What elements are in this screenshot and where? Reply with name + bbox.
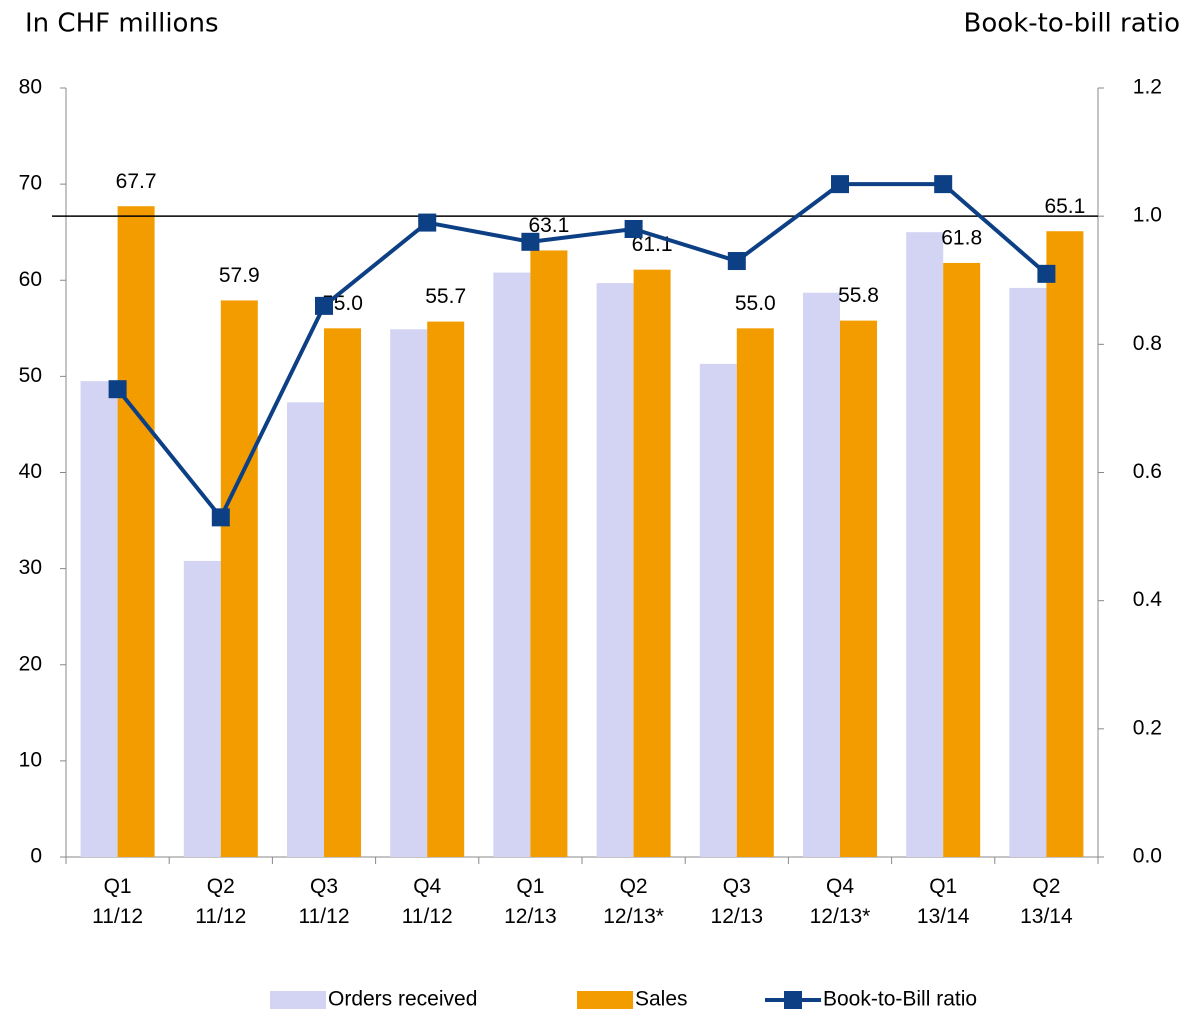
y2-tick-label: 0.0 bbox=[1133, 845, 1162, 868]
x-tick-label: Q1 12/13 bbox=[504, 875, 557, 928]
x-tick-label-line: 13/14 bbox=[917, 905, 970, 928]
x-tick-label: Q2 12/13* bbox=[603, 875, 664, 928]
x-tick-label: Q3 12/13 bbox=[711, 875, 764, 928]
legend-swatch bbox=[577, 991, 633, 1009]
y-tick-label: 20 bbox=[19, 652, 42, 675]
line bbox=[116, 182, 1048, 522]
x-tick-label: Q2 13/14 bbox=[1020, 875, 1073, 928]
bar bbox=[287, 402, 324, 857]
legend-swatch bbox=[270, 991, 326, 1009]
legend-label: Orders received bbox=[328, 988, 477, 1011]
data-label: 55.8 bbox=[838, 284, 879, 307]
line-marker bbox=[108, 380, 127, 399]
x-tick-label-line: 12/13* bbox=[603, 905, 664, 928]
x-tick-label-line: Q4 bbox=[413, 875, 441, 898]
bar bbox=[390, 329, 428, 857]
bar bbox=[840, 320, 877, 857]
bar bbox=[493, 272, 531, 857]
line-marker bbox=[831, 175, 849, 194]
x-tick-label-line: Q2 bbox=[1032, 875, 1060, 898]
bar bbox=[530, 250, 568, 858]
x-tick-label: Q2 11/12 bbox=[195, 875, 246, 928]
line-marker bbox=[315, 296, 333, 315]
bar bbox=[324, 328, 361, 857]
x-tick-label-line: 13/14 bbox=[1020, 905, 1073, 928]
y2-tick-label: 0.8 bbox=[1133, 332, 1162, 355]
x-tick-label-line: Q4 bbox=[826, 875, 854, 898]
x-tick-label: Q1 13/14 bbox=[917, 875, 970, 928]
data-label: 57.9 bbox=[219, 264, 260, 287]
y2-tick-label: 0.2 bbox=[1133, 716, 1162, 739]
x-tick-label-line: 11/12 bbox=[92, 905, 143, 928]
line-marker bbox=[1037, 264, 1056, 283]
y-tick-label: 0 bbox=[30, 845, 42, 868]
bar bbox=[633, 269, 671, 857]
data-label: 61.8 bbox=[941, 226, 982, 249]
data-label: 63.1 bbox=[528, 214, 569, 237]
data-label: 65.1 bbox=[1044, 195, 1085, 218]
bar bbox=[803, 292, 840, 858]
y2-axis-title: Book-to-bill ratio bbox=[964, 9, 1180, 39]
y-tick-label: 70 bbox=[19, 172, 42, 195]
line-marker bbox=[727, 252, 746, 271]
x-tick-label-line: 12/13 bbox=[711, 905, 764, 928]
x-tick-label-line: 11/12 bbox=[195, 905, 246, 928]
legend-swatch bbox=[784, 991, 802, 1009]
bar bbox=[699, 363, 737, 857]
line-marker bbox=[211, 508, 230, 527]
y-tick-label: 60 bbox=[19, 268, 42, 291]
bar bbox=[427, 321, 465, 857]
bar bbox=[943, 262, 981, 857]
x-tick-label-line: Q1 bbox=[929, 875, 957, 898]
y-tick-label: 10 bbox=[19, 748, 42, 771]
bar bbox=[183, 560, 221, 857]
y-tick-label: 30 bbox=[19, 556, 42, 579]
x-tick-label: Q3 11/12 bbox=[299, 875, 350, 928]
y2-tick-label: 0.4 bbox=[1133, 588, 1163, 611]
x-tick-label: Q4 12/13* bbox=[810, 875, 871, 928]
line-marker bbox=[624, 219, 643, 238]
bar bbox=[117, 206, 155, 857]
bar bbox=[1009, 287, 1047, 857]
x-tick-label-line: Q1 bbox=[516, 875, 544, 898]
bar bbox=[596, 283, 634, 857]
legend-label: Sales bbox=[635, 988, 688, 1011]
y-axis-title: In CHF millions bbox=[25, 9, 219, 39]
bar bbox=[1046, 231, 1084, 857]
x-tick-label-line: Q3 bbox=[723, 875, 751, 898]
x-tick-label-line: Q2 bbox=[207, 875, 235, 898]
y2-tick-label: 1.2 bbox=[1133, 76, 1162, 99]
data-label: 55.7 bbox=[425, 285, 466, 308]
data-label: 55.0 bbox=[735, 292, 776, 315]
x-tick-label-line: Q3 bbox=[310, 875, 338, 898]
x-tick-label-line: 11/12 bbox=[402, 905, 453, 928]
bar bbox=[906, 232, 944, 857]
bar bbox=[220, 300, 258, 857]
x-tick-label-line: Q1 bbox=[104, 875, 132, 898]
bar bbox=[736, 328, 774, 857]
legend-label: Book-to-Bill ratio bbox=[823, 988, 977, 1011]
x-tick-label-line: 11/12 bbox=[299, 905, 350, 928]
y-tick-label: 40 bbox=[19, 460, 42, 483]
data-label: 67.7 bbox=[116, 170, 157, 193]
y2-tick-label: 0.6 bbox=[1133, 460, 1162, 483]
y-tick-label: 50 bbox=[19, 364, 42, 387]
line-marker bbox=[521, 232, 540, 251]
x-tick-label: Q1 11/12 bbox=[92, 875, 143, 928]
bar bbox=[80, 381, 118, 857]
y2-tick-label: 1.0 bbox=[1133, 204, 1162, 227]
x-tick-label-line: Q2 bbox=[620, 875, 648, 898]
x-tick-label: Q4 11/12 bbox=[402, 875, 453, 928]
x-tick-label-line: 12/13* bbox=[810, 905, 871, 928]
x-tick-label-line: 12/13 bbox=[504, 905, 557, 928]
line-marker bbox=[418, 213, 437, 232]
y-tick-label: 80 bbox=[19, 76, 42, 99]
line-marker bbox=[934, 175, 953, 194]
